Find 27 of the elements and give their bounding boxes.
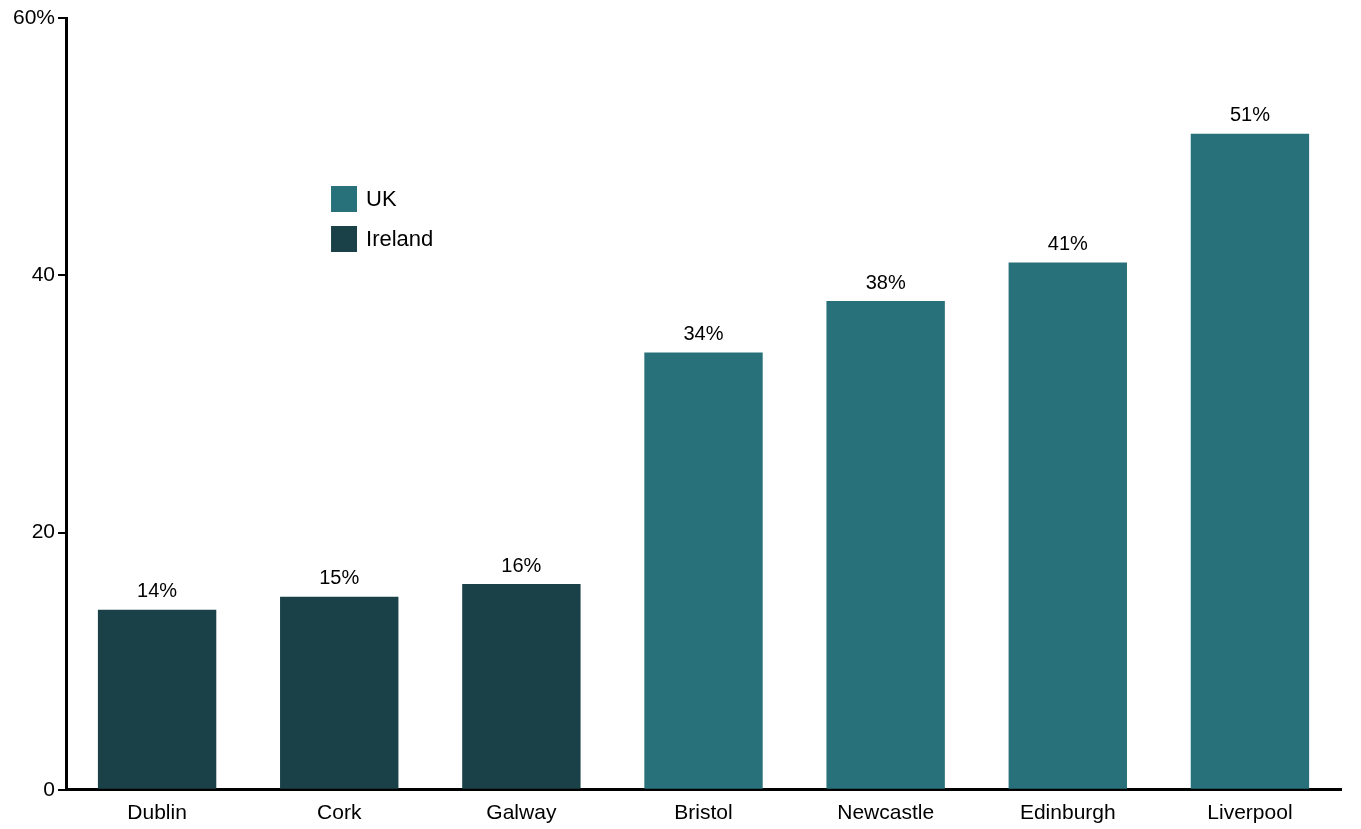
data-label: 16%: [501, 553, 542, 576]
data-label: 14%: [137, 579, 178, 602]
legend-label: UK: [366, 186, 397, 212]
data-label: 41%: [1047, 231, 1089, 254]
legend-label: Ireland: [366, 226, 434, 252]
x-tick-label: Liverpool: [1207, 800, 1293, 824]
x-tick-label: Newcastle: [837, 800, 935, 824]
data-label: 15%: [319, 566, 360, 589]
data-label: 38%: [865, 270, 906, 293]
x-tick-label: Cork: [317, 800, 362, 824]
bar: [644, 352, 763, 789]
data-label: 34%: [683, 321, 724, 344]
bar: [826, 300, 945, 789]
y-tick-label: 20: [31, 519, 56, 543]
data-label: 51%: [1229, 103, 1271, 126]
bar: [1008, 262, 1127, 789]
y-tick-label: 40: [31, 262, 56, 286]
bar: [1190, 133, 1310, 789]
x-tick-label: Galway: [486, 800, 557, 824]
y-tick-label: 0: [43, 776, 56, 800]
bar: [280, 596, 399, 789]
x-tick-label: Bristol: [674, 800, 733, 824]
x-tick-label: Edinburgh: [1019, 800, 1116, 824]
bar: [97, 609, 217, 789]
x-tick-label: Dublin: [127, 800, 187, 824]
bar: [462, 583, 581, 789]
y-tick-label: 60%: [13, 4, 56, 28]
